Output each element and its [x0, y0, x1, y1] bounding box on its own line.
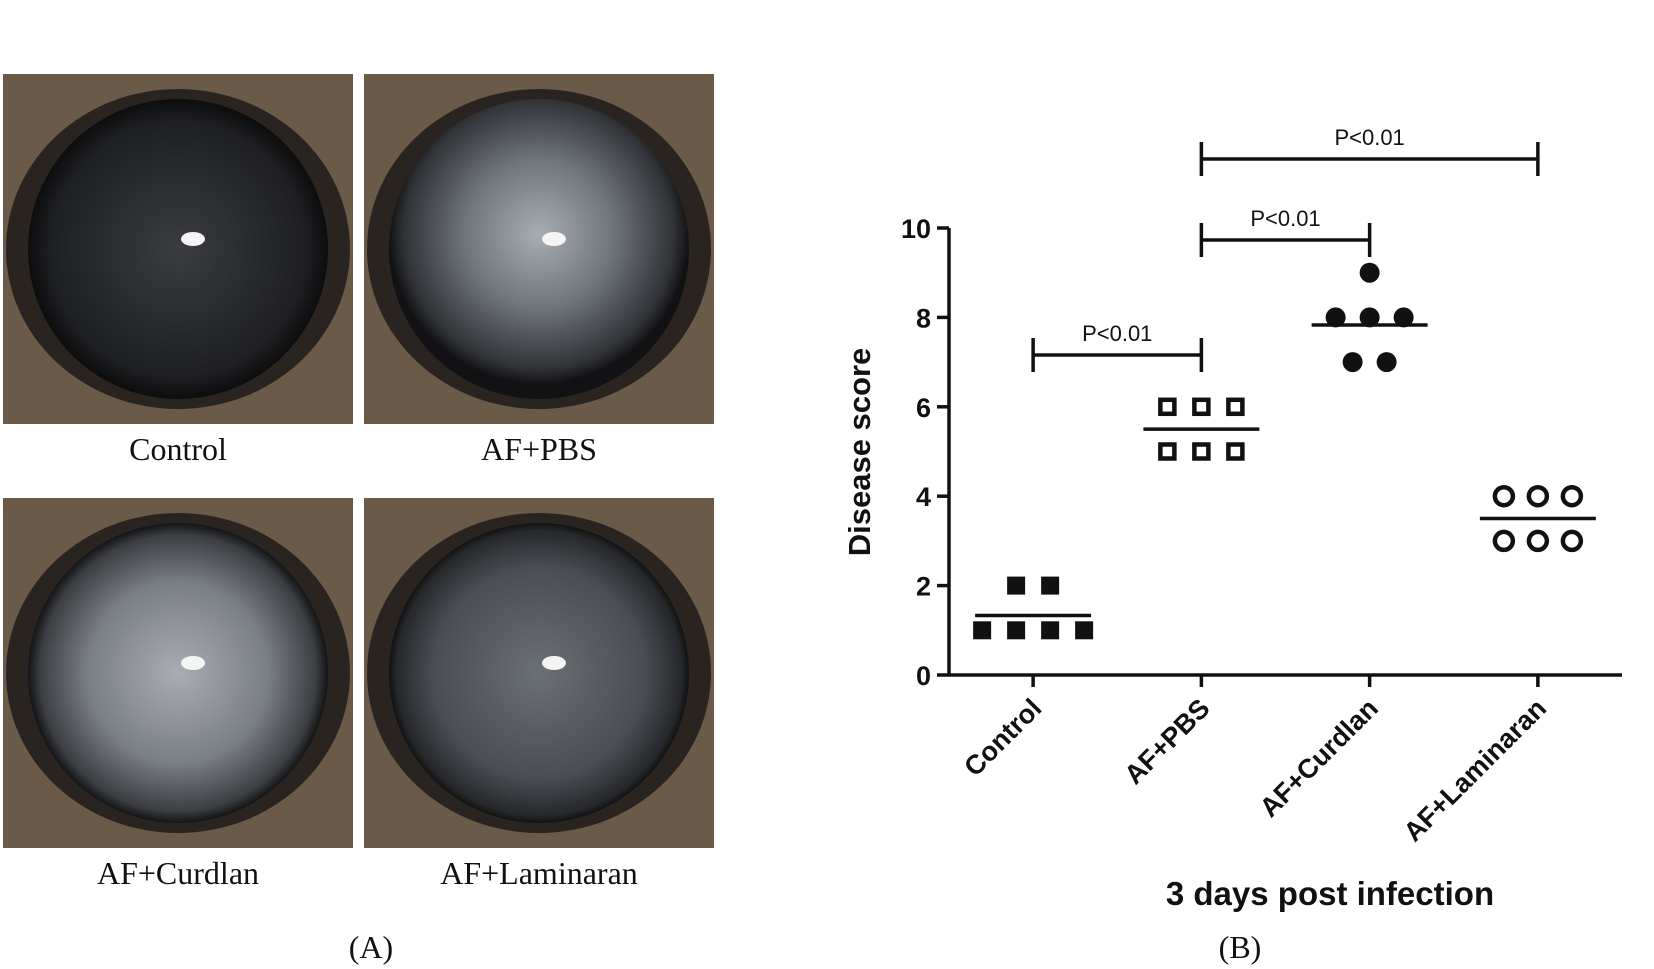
data-point — [1393, 307, 1414, 328]
data-point — [1376, 352, 1397, 373]
panel-b: 0 2 4 6 8 10 Disease score 3 days post infectio… — [842, 125, 1622, 965]
significance-label: P<0.01 — [1082, 321, 1152, 346]
x-tick-label: AF+Laminaran — [1398, 693, 1552, 847]
y-tick-label: 10 — [901, 214, 931, 244]
eye — [389, 99, 689, 399]
data-point — [1007, 621, 1026, 640]
data-point — [1192, 397, 1211, 417]
y-tick-label: 8 — [916, 303, 931, 333]
panel-label: (A) — [349, 929, 393, 965]
data-point — [1226, 442, 1245, 461]
image-caption: AF+Curdlan — [97, 855, 259, 891]
significance-bracket — [1199, 223, 1372, 257]
data-point — [1158, 442, 1177, 461]
image-caption: Control — [129, 431, 227, 467]
significance-label: P<0.01 — [1334, 125, 1404, 150]
y-tick-label: 4 — [916, 482, 931, 512]
data-point — [1325, 307, 1346, 328]
image-caption: AF+Laminaran — [440, 855, 638, 891]
y-tick-label: 2 — [916, 572, 931, 602]
eye — [389, 523, 689, 823]
data-point — [1041, 621, 1060, 640]
data-point — [1007, 576, 1026, 595]
x-axis-label: 3 days post infection — [1166, 875, 1494, 912]
panel-a: Control AF+PBS AF+Curdlan AF+Laminaran (A) — [3, 74, 714, 965]
reflection — [542, 656, 566, 670]
data-point — [1342, 352, 1363, 373]
y-tick-label: 0 — [916, 661, 931, 691]
y-tick-label: 6 — [916, 393, 931, 423]
data-point — [1359, 307, 1380, 328]
data-point — [1492, 484, 1516, 508]
reflection — [542, 232, 566, 246]
x-tick-label: AF+PBS — [1119, 693, 1216, 790]
data-point — [973, 621, 992, 640]
data-point — [1560, 529, 1584, 553]
data-point — [1526, 529, 1550, 553]
reflection — [181, 656, 205, 670]
y-axis-label: Disease score — [842, 348, 877, 557]
data-point — [1560, 484, 1584, 508]
data-point — [1226, 397, 1245, 417]
data-point — [1192, 442, 1211, 461]
data-point — [1075, 621, 1094, 640]
significance-label: P<0.01 — [1250, 206, 1320, 231]
data-point — [1492, 529, 1516, 553]
image-caption: AF+PBS — [481, 431, 597, 467]
eye — [28, 99, 328, 399]
reflection — [181, 232, 205, 246]
data-point — [1526, 484, 1550, 508]
data-point — [1041, 576, 1060, 595]
data-point — [1359, 262, 1380, 283]
panel-label: (B) — [1219, 929, 1262, 965]
x-tick-label: AF+Curdlan — [1254, 693, 1384, 823]
eye — [28, 523, 328, 823]
significance-bracket — [1199, 142, 1540, 176]
x-tick-label: Control — [958, 693, 1047, 782]
data-point — [1158, 397, 1177, 417]
significance-bracket — [1031, 338, 1204, 372]
